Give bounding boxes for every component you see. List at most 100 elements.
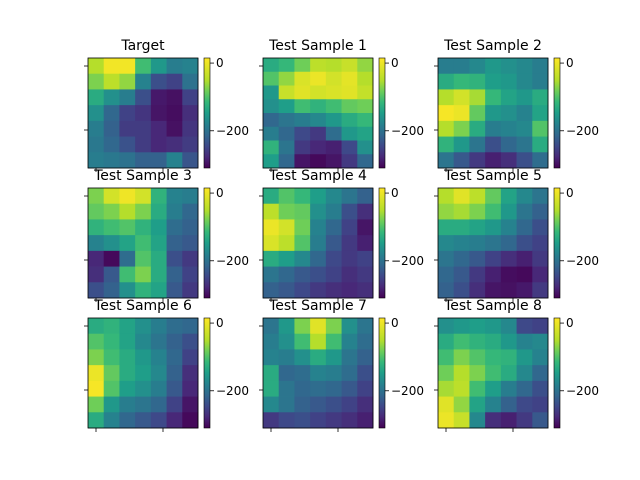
heatmap-cell — [485, 235, 502, 252]
heatmap-cell — [294, 282, 311, 299]
heatmap-cell — [500, 380, 517, 397]
heatmap-cell — [469, 412, 486, 429]
heatmap-cell — [532, 188, 549, 205]
heatmap-cell — [532, 333, 549, 350]
heatmap-cell — [516, 136, 533, 153]
heatmap-cell — [88, 412, 105, 429]
heatmap-cell — [88, 349, 105, 366]
heatmap-cell — [469, 235, 486, 252]
heatmap-cell — [438, 266, 455, 283]
heatmap-cell — [357, 380, 374, 397]
heatmap-cell — [357, 126, 374, 141]
heatmap-cell — [453, 266, 470, 283]
heatmap-cell — [500, 120, 517, 137]
heatmap-cell — [500, 136, 517, 153]
subplot-2: Test Sample 2 0 −200 — [434, 38, 599, 172]
axes-frame — [437, 317, 549, 429]
heatmap-cell — [150, 396, 167, 413]
heatmap-cell — [182, 318, 199, 335]
heatmap-cell — [294, 266, 311, 283]
heatmap-cell — [119, 203, 136, 220]
heatmap-cell — [469, 282, 486, 299]
heatmap-cell — [294, 113, 311, 128]
heatmap-cell — [119, 250, 136, 267]
heatmap-cell — [532, 396, 549, 413]
heatmap-cell — [453, 152, 470, 169]
heatmap-cell — [341, 85, 358, 100]
heatmap-cell — [263, 140, 280, 155]
colorbar — [378, 317, 386, 429]
subplot-title: Test Sample 1 — [268, 38, 367, 54]
heatmap-cell — [357, 85, 374, 100]
heatmap-cell — [357, 219, 374, 236]
heatmap-cell — [263, 203, 280, 220]
heatmap-cell — [103, 89, 120, 106]
heatmap-cell — [103, 120, 120, 137]
subplot-title: Test Sample 5 — [443, 168, 542, 184]
heatmap-cell — [438, 105, 455, 122]
heatmap-cell — [532, 282, 549, 299]
heatmap-cell — [532, 235, 549, 252]
heatmap-cell — [135, 250, 152, 267]
heatmap-cell — [88, 120, 105, 137]
heatmap-cell — [325, 154, 342, 169]
heatmap-cell — [341, 140, 358, 155]
heatmap-cell — [182, 136, 199, 153]
heatmap-cell — [263, 235, 280, 252]
heatmap-cell — [135, 120, 152, 137]
heatmap-cell — [438, 235, 455, 252]
heatmap-cell — [119, 188, 136, 205]
heatmap-cell — [119, 89, 136, 106]
heatmap-cell — [532, 120, 549, 137]
heatmap-cell — [294, 58, 311, 73]
heatmap-cell — [135, 136, 152, 153]
heatmap-cell — [469, 152, 486, 169]
heatmap-cell — [469, 250, 486, 267]
heatmap-cell — [103, 58, 120, 75]
heatmap-cell — [182, 152, 199, 169]
heatmap-cell — [294, 380, 311, 397]
heatmap-cell — [485, 396, 502, 413]
heatmap-cell — [119, 266, 136, 283]
heatmap-cell — [278, 282, 295, 299]
heatmap-cell — [325, 365, 342, 382]
heatmap-cell — [516, 333, 533, 350]
heatmap-cell — [88, 282, 105, 299]
heatmap-cell — [119, 380, 136, 397]
heatmap-cell — [88, 318, 105, 335]
colorbar — [553, 187, 561, 299]
heatmap-cell — [532, 318, 549, 335]
heatmap-cell — [263, 126, 280, 141]
heatmap-cell — [119, 235, 136, 252]
heatmap-cell — [310, 154, 327, 169]
heatmap-cell — [182, 105, 199, 122]
heatmap-cell — [500, 188, 517, 205]
heatmap-cell — [182, 250, 199, 267]
axes-frame — [87, 57, 199, 169]
heatmap-cell — [438, 120, 455, 137]
subplot-8: Test Sample 8 0 −200 — [434, 298, 599, 432]
heatmap-cell — [500, 333, 517, 350]
heatmap-cell — [278, 250, 295, 267]
heatmap-cell — [341, 266, 358, 283]
heatmap-cell — [103, 219, 120, 236]
heatmap-cell — [453, 380, 470, 397]
heatmap-cell — [119, 282, 136, 299]
heatmap-cell — [182, 365, 199, 382]
heatmap-cell — [532, 266, 549, 283]
heatmap-cell — [485, 136, 502, 153]
heatmap-cell — [485, 318, 502, 335]
heatmap-cell — [469, 333, 486, 350]
heatmap-cell — [438, 58, 455, 75]
heatmap-cell — [150, 318, 167, 335]
axes-frame — [437, 57, 549, 169]
heatmap-cell — [532, 365, 549, 382]
heatmap-cell — [341, 126, 358, 141]
heatmap-cell — [485, 58, 502, 75]
heatmap-cell — [166, 219, 183, 236]
heatmap-cell — [310, 412, 327, 429]
heatmap-cell — [516, 120, 533, 137]
heatmap-cell — [357, 140, 374, 155]
heatmap-cell — [500, 219, 517, 236]
heatmap-cell — [263, 71, 280, 86]
